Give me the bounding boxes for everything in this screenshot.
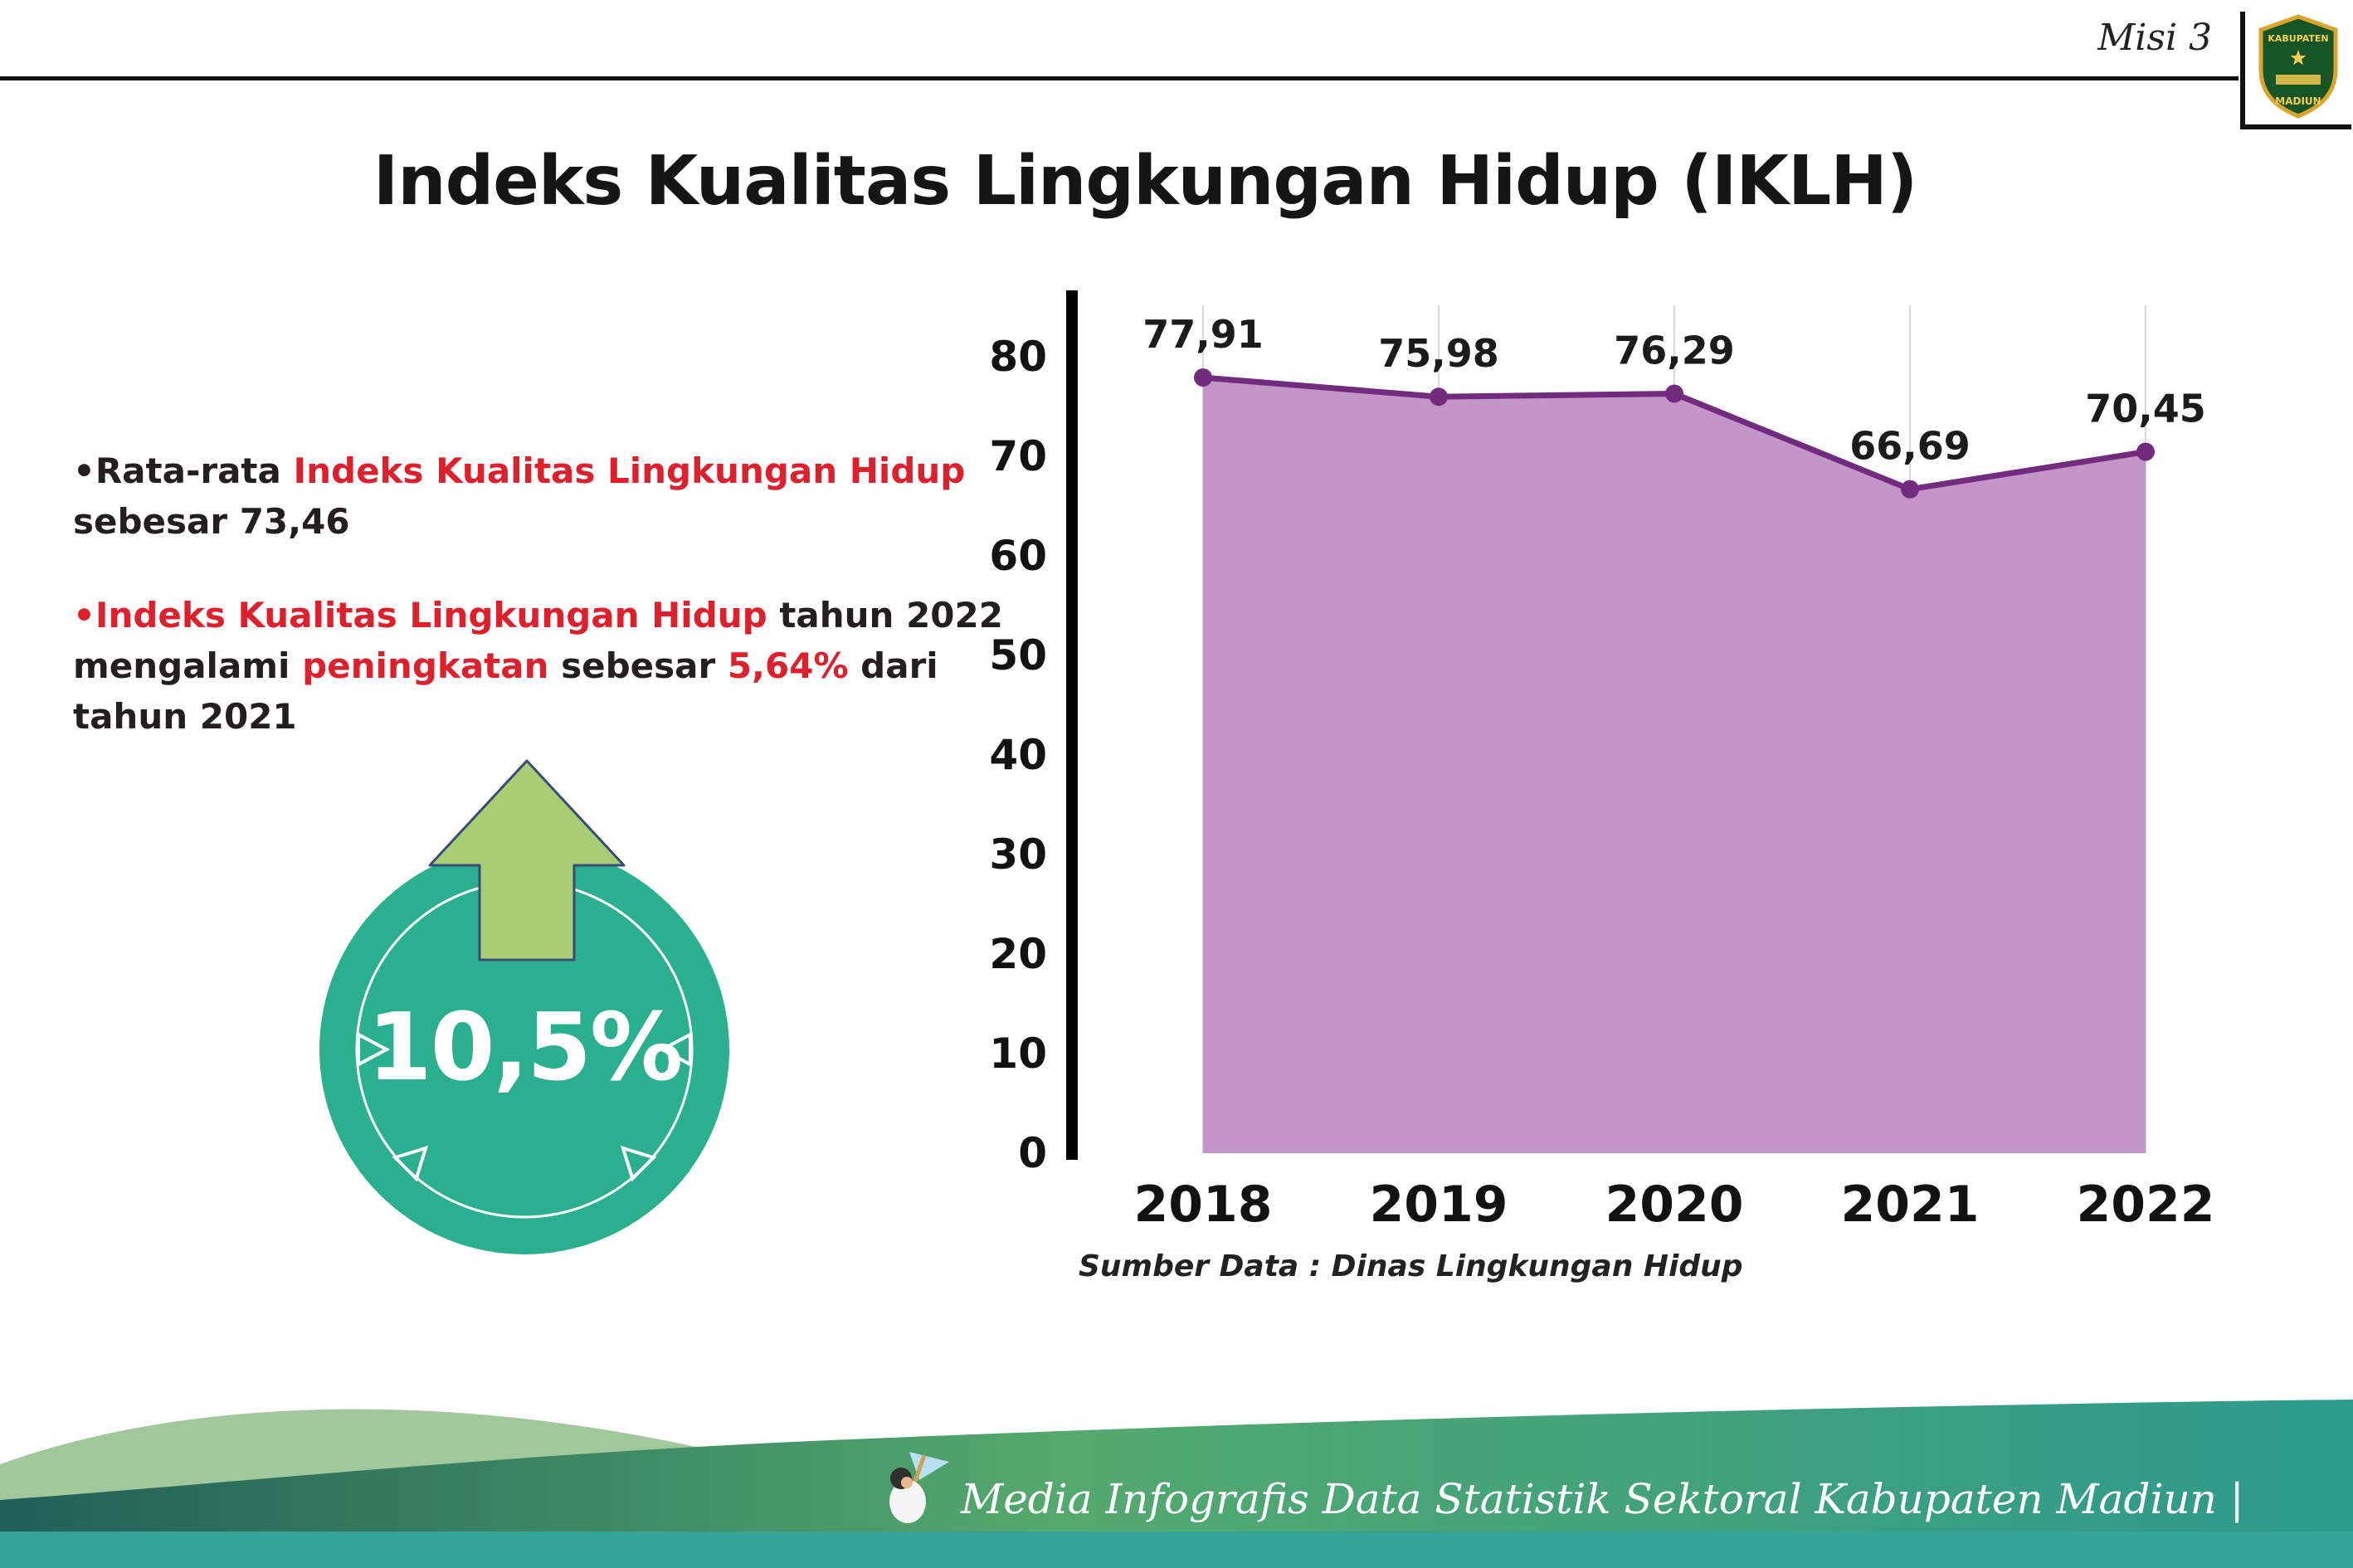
y-tick-label: 30: [989, 830, 1047, 879]
increase-percentage: 10,5%: [367, 994, 684, 1102]
y-tick-label: 10: [989, 1030, 1047, 1078]
chart-value-label: 75,98: [1378, 331, 1499, 376]
chart-value-label: 77,91: [1142, 312, 1264, 357]
chart-area-fill: [1203, 377, 2146, 1153]
x-tick-label: 2022: [2077, 1176, 2215, 1234]
mascot-icon: [889, 1452, 949, 1523]
bullet-text: sebesar: [548, 645, 728, 686]
bullet-text: sebesar 73,46: [73, 500, 350, 542]
chart-svg: 77,91 75,98 76,29 66,69 70,45 0 10 20 30 40 50 60 70…: [989, 290, 2215, 1234]
chart-value-label: 66,69: [1849, 424, 1971, 469]
crest-shield: [2258, 14, 2338, 119]
ring-triangle-bottom-left: [392, 1145, 429, 1182]
summary-bullets: •Rata-rata Indeks Kualitas Lingkungan Hi…: [73, 446, 1011, 785]
crest-top-text: KABUPATEN: [2268, 33, 2328, 44]
chart-point: [1430, 387, 1448, 407]
crest-bottom-text: MADIUN: [2275, 95, 2321, 107]
x-tick-label: 2018: [1134, 1176, 1273, 1234]
data-source-label: Sumber Data : Dinas Lingkungan Hidup: [1079, 1249, 1743, 1283]
chart-point: [2136, 442, 2155, 461]
y-tick-label: 80: [989, 333, 1047, 381]
bullet-text: dari tahun 2021: [73, 645, 938, 737]
crest-star-icon: [2290, 50, 2307, 66]
bullet-average-iklh: •Rata-rata Indeks Kualitas Lingkungan Hi…: [73, 446, 1011, 548]
ring-triangle-left: [357, 1031, 391, 1068]
footer-waves: [0, 1400, 2353, 1568]
badge-circle: [319, 845, 729, 1254]
crest-banner: [2276, 75, 2321, 85]
x-tick-label: 2020: [1605, 1176, 1744, 1234]
y-tick-label: 20: [989, 930, 1047, 978]
y-tick-label: 70: [989, 432, 1047, 480]
ring-triangle-bottom-right: [620, 1145, 657, 1182]
mascot-face: [901, 1477, 913, 1488]
chart-value-label: 76,29: [1614, 329, 1735, 373]
bullet-highlight: peningkatan: [302, 645, 549, 686]
up-arrow-icon: [428, 759, 626, 962]
ring-triangle-right: [658, 1031, 692, 1068]
chart-point: [1901, 480, 1919, 499]
y-tick-label: 40: [989, 731, 1047, 779]
kabupaten-madiun-crest: KABUPATEN MADIUN: [2258, 14, 2338, 119]
bullet-highlight: 5,64%: [727, 645, 849, 686]
page-title: Indeks Kualitas Lingkungan Hidup (IKLH): [373, 141, 1918, 221]
chart-point: [1665, 384, 1683, 403]
bullet-text: tahun 2022 mengalami: [73, 594, 1003, 686]
increase-badge: [319, 759, 729, 1254]
y-tick-label: 0: [1018, 1129, 1047, 1177]
iklh-area-chart: 77,91 75,98 76,29 66,69 70,45 0 10 20 30 40 50 60 70…: [979, 274, 2240, 1303]
footer-main-wave: [0, 1400, 2353, 1568]
x-tick-label: 2019: [1370, 1176, 1508, 1234]
bullet-increase-2022: •Indeks Kualitas Lingkungan Hidup tahun …: [73, 591, 1011, 743]
misi-label: Misi 3: [2097, 17, 2212, 59]
x-tick-label: 2021: [1841, 1176, 1980, 1234]
chart-value-label: 70,45: [2085, 387, 2206, 431]
mascot-body: [889, 1480, 926, 1523]
chart-point: [1194, 368, 1212, 387]
header-rule: [0, 76, 2239, 80]
y-tick-label: 60: [989, 532, 1047, 580]
footer-credit: Media Infografis Data Statistik Sektoral…: [961, 1475, 2244, 1523]
bullet-text: •Rata-rata: [73, 450, 294, 491]
kabupaten-madiun-logo: KABUPATEN MADIUN: [2240, 12, 2351, 129]
y-tick-label: 50: [989, 631, 1047, 679]
bullet-highlight: Indeks Kualitas Lingkungan Hidup: [293, 450, 966, 491]
bullet-highlight: •Indeks Kualitas Lingkungan Hidup: [73, 594, 767, 635]
footer-bottom-strip: [0, 1531, 2353, 1568]
